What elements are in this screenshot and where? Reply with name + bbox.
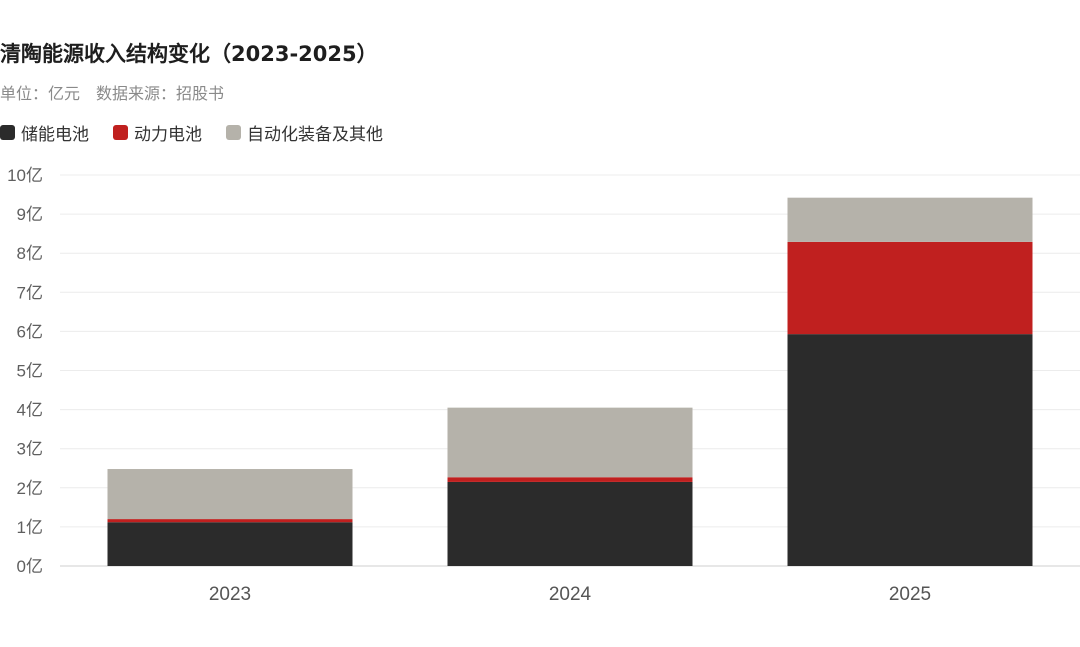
bar-segment-2024-1[interactable] — [447, 477, 693, 482]
bar-segment-2025-2[interactable] — [787, 197, 1033, 242]
y-tick-label: 6亿 — [17, 322, 43, 341]
y-tick-label: 0亿 — [17, 557, 43, 576]
chart-title: 清陶能源收入结构变化（2023-2025） — [0, 42, 378, 66]
y-tick-label: 10亿 — [7, 166, 43, 185]
bars — [107, 197, 1033, 566]
bar-segment-2023-1[interactable] — [107, 519, 353, 523]
legend-item-power[interactable]: 动力电池 — [113, 120, 202, 145]
x-axis: 2023 2024 2025 — [209, 584, 931, 605]
legend-swatch-equipment — [226, 125, 241, 140]
y-tick-label: 8亿 — [17, 244, 43, 263]
x-tick-label: 2024 — [549, 584, 592, 605]
legend-label-storage: 储能电池 — [21, 125, 89, 145]
bar-segment-2024-0[interactable] — [447, 481, 693, 566]
y-tick-label: 3亿 — [17, 440, 43, 459]
legend-label-power: 动力电池 — [134, 125, 202, 145]
bar-segment-2024-2[interactable] — [447, 407, 693, 478]
y-tick-label: 1亿 — [17, 518, 43, 537]
x-tick-label: 2023 — [209, 584, 251, 605]
y-tick-label: 2亿 — [17, 479, 43, 498]
x-tick-label: 2025 — [889, 584, 931, 605]
bar-segment-2023-2[interactable] — [107, 469, 353, 520]
legend-label-equipment: 自动化装备及其他 — [247, 125, 383, 145]
legend-item-storage[interactable]: 储能电池 — [0, 120, 89, 145]
y-tick-label: 4亿 — [17, 401, 43, 420]
legend-swatch-power — [113, 125, 128, 140]
legend: 储能电池 动力电池 自动化装备及其他 — [0, 120, 407, 145]
bar-segment-2025-1[interactable] — [787, 241, 1033, 335]
legend-swatch-storage — [0, 125, 15, 140]
y-tick-label: 7亿 — [17, 283, 43, 302]
y-tick-label: 9亿 — [17, 205, 43, 224]
legend-item-equipment[interactable]: 自动化装备及其他 — [226, 120, 383, 145]
bar-segment-2023-0[interactable] — [107, 522, 353, 566]
chart-subtitle: 单位：亿元 数据来源：招股书 — [0, 84, 225, 103]
y-axis: 0亿 1亿 2亿 3亿 4亿 5亿 6亿 7亿 8亿 9亿 10亿 — [7, 166, 43, 576]
y-tick-label: 5亿 — [17, 362, 43, 381]
bar-segment-2025-0[interactable] — [787, 334, 1033, 566]
